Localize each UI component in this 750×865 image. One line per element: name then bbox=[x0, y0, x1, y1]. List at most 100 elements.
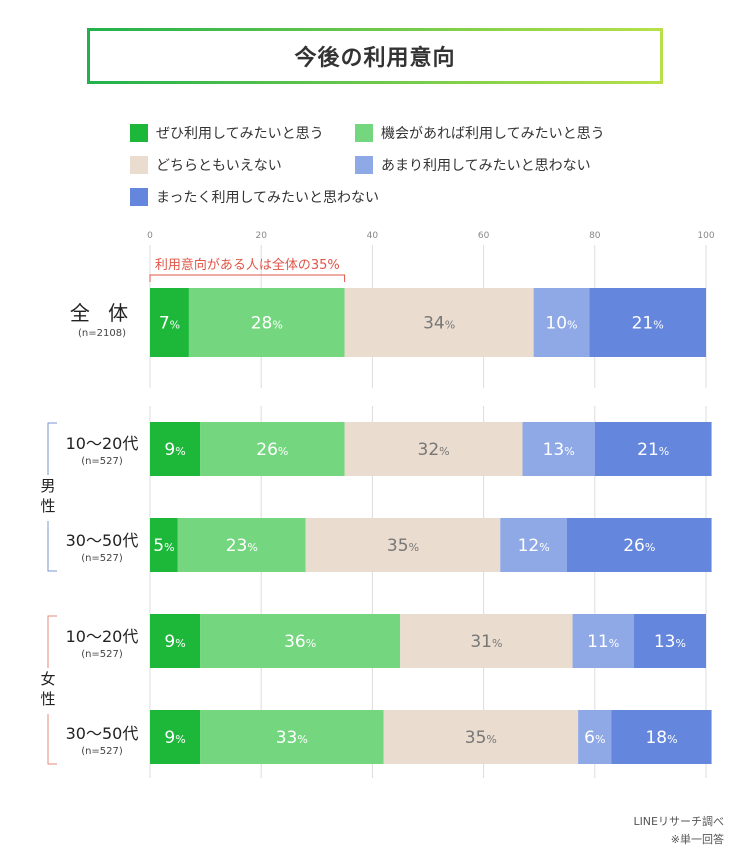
female-bracket bbox=[47, 714, 57, 765]
row-label-female-older: 30〜50代 (n=527) bbox=[64, 720, 140, 757]
male-bracket bbox=[47, 422, 57, 475]
bar-segment bbox=[567, 518, 712, 572]
x-tick-labels: 0 20 40 60 80 100 bbox=[147, 231, 715, 241]
row-label-total: 全 体 (n=2108) bbox=[64, 297, 140, 339]
bar-segment bbox=[344, 422, 523, 476]
legend-label: 機会があれば利用してみたいと思う bbox=[381, 126, 605, 142]
bars: 7% 28% 34% 10% 21% 9% 26% 32% 13% 21% 5% 23% 35% 12% 2… bbox=[150, 288, 712, 764]
bar-value-label: 12% bbox=[518, 536, 550, 556]
x-tick-label: 0 bbox=[147, 231, 153, 241]
bar-segment bbox=[611, 710, 712, 764]
bar-segment bbox=[589, 288, 706, 357]
bar-value-label: 33% bbox=[276, 728, 308, 748]
bar-segment bbox=[383, 710, 579, 764]
bar-segment bbox=[500, 518, 567, 572]
bar-value-label: 31% bbox=[470, 632, 502, 652]
bar-value-label: 6% bbox=[584, 728, 605, 748]
legend-item-not-much: あまり利用してみたいと思わない bbox=[355, 155, 591, 175]
row-label-text: 30〜50代 bbox=[65, 531, 139, 550]
bar-value-label: 35% bbox=[465, 728, 497, 748]
row-label-male-young: 10〜20代 (n=527) bbox=[64, 430, 140, 467]
legend-item-not-at-all: まったく利用してみたいと思わない bbox=[130, 187, 379, 207]
bar-segment bbox=[522, 422, 595, 476]
legend-swatch bbox=[355, 124, 373, 142]
male-bracket bbox=[47, 521, 57, 572]
bar-value-label: 36% bbox=[284, 632, 316, 652]
legend-swatch bbox=[130, 188, 148, 206]
legend-label: ぜひ利用してみたいと思う bbox=[156, 126, 324, 142]
bar-value-label: 9% bbox=[164, 728, 185, 748]
row-label-female-young: 10〜20代 (n=527) bbox=[64, 623, 140, 660]
bar-segment bbox=[305, 518, 501, 572]
group-label-male: 男性 bbox=[40, 477, 56, 515]
female-bracket bbox=[47, 615, 57, 668]
annotation-group: 利用意向がある人は全体の35% bbox=[149, 257, 346, 282]
legend-item-definitely: ぜひ利用してみたいと思う bbox=[130, 123, 324, 143]
legend-item-neutral: どちらともいえない bbox=[130, 155, 282, 175]
legend-item-if-chance: 機会があれば利用してみたいと思う bbox=[355, 123, 605, 143]
bar-value-label: 13% bbox=[543, 440, 575, 460]
x-tick-label: 100 bbox=[697, 231, 714, 241]
bar-value-label: 11% bbox=[587, 632, 619, 652]
bar-value-label: 9% bbox=[164, 632, 185, 652]
bar-value-label: 21% bbox=[632, 314, 664, 334]
row-label-text: 10〜20代 bbox=[65, 627, 139, 646]
bar-value-label: 26% bbox=[256, 440, 288, 460]
bar-value-label: 18% bbox=[645, 728, 677, 748]
bar-value-label: 26% bbox=[623, 536, 655, 556]
bar-segment bbox=[200, 614, 401, 668]
bar-segment bbox=[594, 422, 712, 476]
bar-segment bbox=[200, 422, 345, 476]
row-label-text: 30〜50代 bbox=[65, 724, 139, 743]
row-label-text: 全 体 bbox=[69, 301, 135, 325]
row-sample-size: (n=527) bbox=[81, 456, 123, 467]
legend-label: どちらともいえない bbox=[156, 158, 282, 174]
x-tick-label: 40 bbox=[367, 231, 379, 241]
bar-segment bbox=[150, 422, 201, 476]
bar-value-label: 21% bbox=[637, 440, 669, 460]
bar-value-label: 9% bbox=[164, 440, 185, 460]
bar-segment bbox=[578, 710, 612, 764]
row-sample-size: (n=2108) bbox=[78, 328, 126, 339]
annotation-text: 利用意向がある人は全体の35% bbox=[155, 257, 340, 273]
bar-value-label: 35% bbox=[387, 536, 419, 556]
bar-segment bbox=[150, 710, 201, 764]
legend-label: あまり利用してみたいと思わない bbox=[381, 158, 591, 174]
bar-segment bbox=[533, 288, 590, 357]
bar-segment bbox=[150, 518, 178, 572]
x-tick-label: 80 bbox=[589, 231, 601, 241]
bar-segment bbox=[200, 710, 384, 764]
bar-segment bbox=[633, 614, 706, 668]
bar-segment bbox=[150, 288, 189, 357]
row-sample-size: (n=527) bbox=[81, 649, 123, 660]
bar-value-label: 28% bbox=[251, 314, 283, 334]
legend-label: まったく利用してみたいと思わない bbox=[156, 190, 380, 206]
row-sample-size: (n=527) bbox=[81, 746, 123, 757]
x-tick-label: 20 bbox=[255, 231, 267, 241]
legend-swatch bbox=[130, 124, 148, 142]
bar-value-label: 5% bbox=[153, 536, 174, 556]
bar-value-label: 7% bbox=[159, 314, 180, 334]
chart-title-box: 今後の利用意向 bbox=[87, 28, 663, 84]
bar-segment bbox=[177, 518, 306, 572]
bar-segment bbox=[572, 614, 634, 668]
bar-value-label: 34% bbox=[423, 314, 455, 334]
bar-value-label: 23% bbox=[226, 536, 258, 556]
bar-value-label: 13% bbox=[654, 632, 686, 652]
bar-segment bbox=[400, 614, 573, 668]
legend-swatch bbox=[130, 156, 148, 174]
x-tick-label: 60 bbox=[478, 231, 490, 241]
chart-title: 今後の利用意向 bbox=[294, 46, 456, 71]
answer-note: ※単一回答 bbox=[670, 833, 724, 846]
bar-segment bbox=[188, 288, 345, 357]
bar-value-label: 32% bbox=[418, 440, 450, 460]
row-label-male-older: 30〜50代 (n=527) bbox=[64, 527, 140, 564]
group-label-female: 女性 bbox=[40, 670, 56, 708]
bar-value-label: 10% bbox=[545, 314, 577, 334]
annotation-bracket bbox=[149, 274, 346, 282]
bar-segment bbox=[344, 288, 534, 357]
row-label-text: 10〜20代 bbox=[65, 434, 139, 453]
source-note: LINEリサーチ調べ bbox=[633, 815, 724, 828]
row-sample-size: (n=527) bbox=[81, 553, 123, 564]
